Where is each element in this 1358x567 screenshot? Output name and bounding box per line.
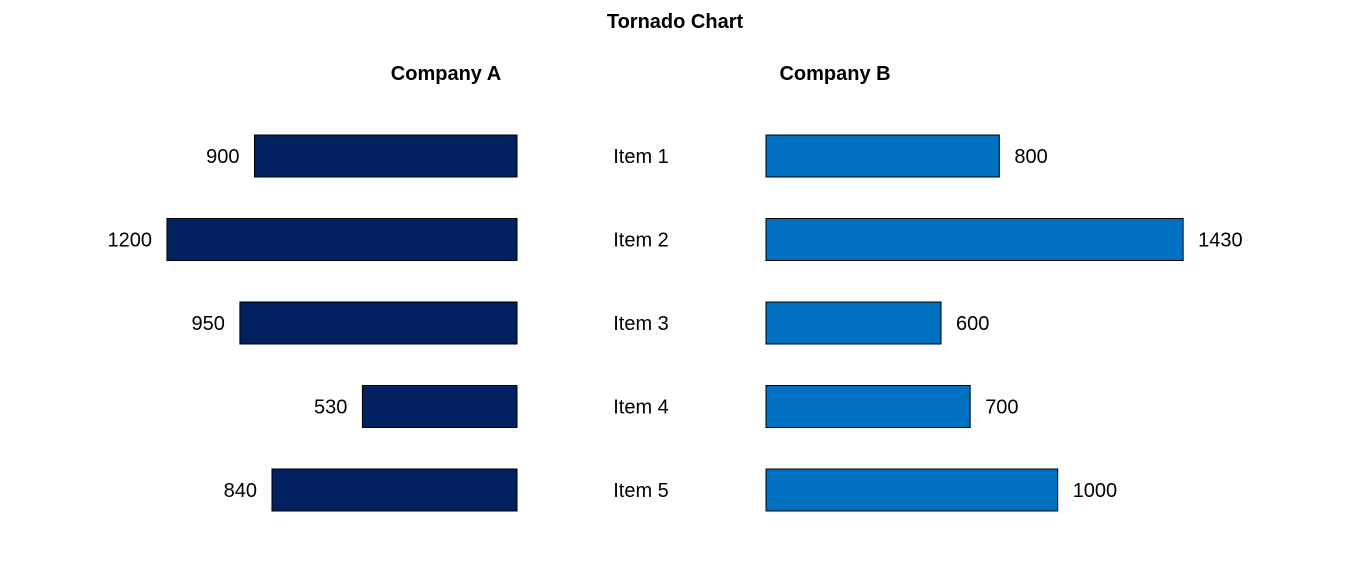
bar-company-a-item-3 — [239, 301, 518, 345]
bar-company-a-item-4 — [361, 385, 518, 428]
bar-company-a-item-2 — [166, 218, 518, 261]
category-label-item-5: Item 5 — [613, 480, 669, 502]
data-label-company-a-item-5: 840 — [224, 480, 257, 502]
data-label-company-b-item-2: 1430 — [1198, 230, 1243, 252]
bar-company-b-item-5 — [765, 468, 1059, 512]
data-label-company-b-item-4: 700 — [985, 397, 1018, 419]
data-label-company-b-item-1: 800 — [1014, 146, 1047, 168]
category-label-item-2: Item 2 — [613, 230, 669, 252]
series-title-company-a: Company A — [391, 63, 501, 85]
category-label-item-4: Item 4 — [613, 397, 669, 419]
series-title-company-b: Company B — [779, 63, 890, 85]
bar-company-b-item-2 — [765, 218, 1184, 261]
category-label-item-3: Item 3 — [613, 313, 669, 335]
bars-group: 900 Item 1 800 1200 Item 2 1430 950 Item 3 600 53… — [107, 134, 1243, 512]
data-label-company-b-item-3: 600 — [956, 313, 989, 335]
data-label-company-a-item-4: 530 — [314, 397, 347, 419]
category-label-item-1: Item 1 — [613, 146, 669, 168]
data-label-company-b-item-5: 1000 — [1073, 480, 1118, 502]
data-label-company-a-item-3: 950 — [192, 313, 225, 335]
bar-company-b-item-3 — [765, 301, 942, 345]
bar-company-a-item-1 — [253, 134, 518, 178]
data-label-company-a-item-2: 1200 — [107, 230, 152, 252]
data-label-company-a-item-1: 900 — [206, 146, 239, 168]
chart-title: Tornado Chart — [607, 11, 744, 33]
bar-company-b-item-1 — [765, 134, 1000, 178]
bar-company-b-item-4 — [765, 385, 971, 428]
bar-company-a-item-5 — [271, 468, 518, 512]
